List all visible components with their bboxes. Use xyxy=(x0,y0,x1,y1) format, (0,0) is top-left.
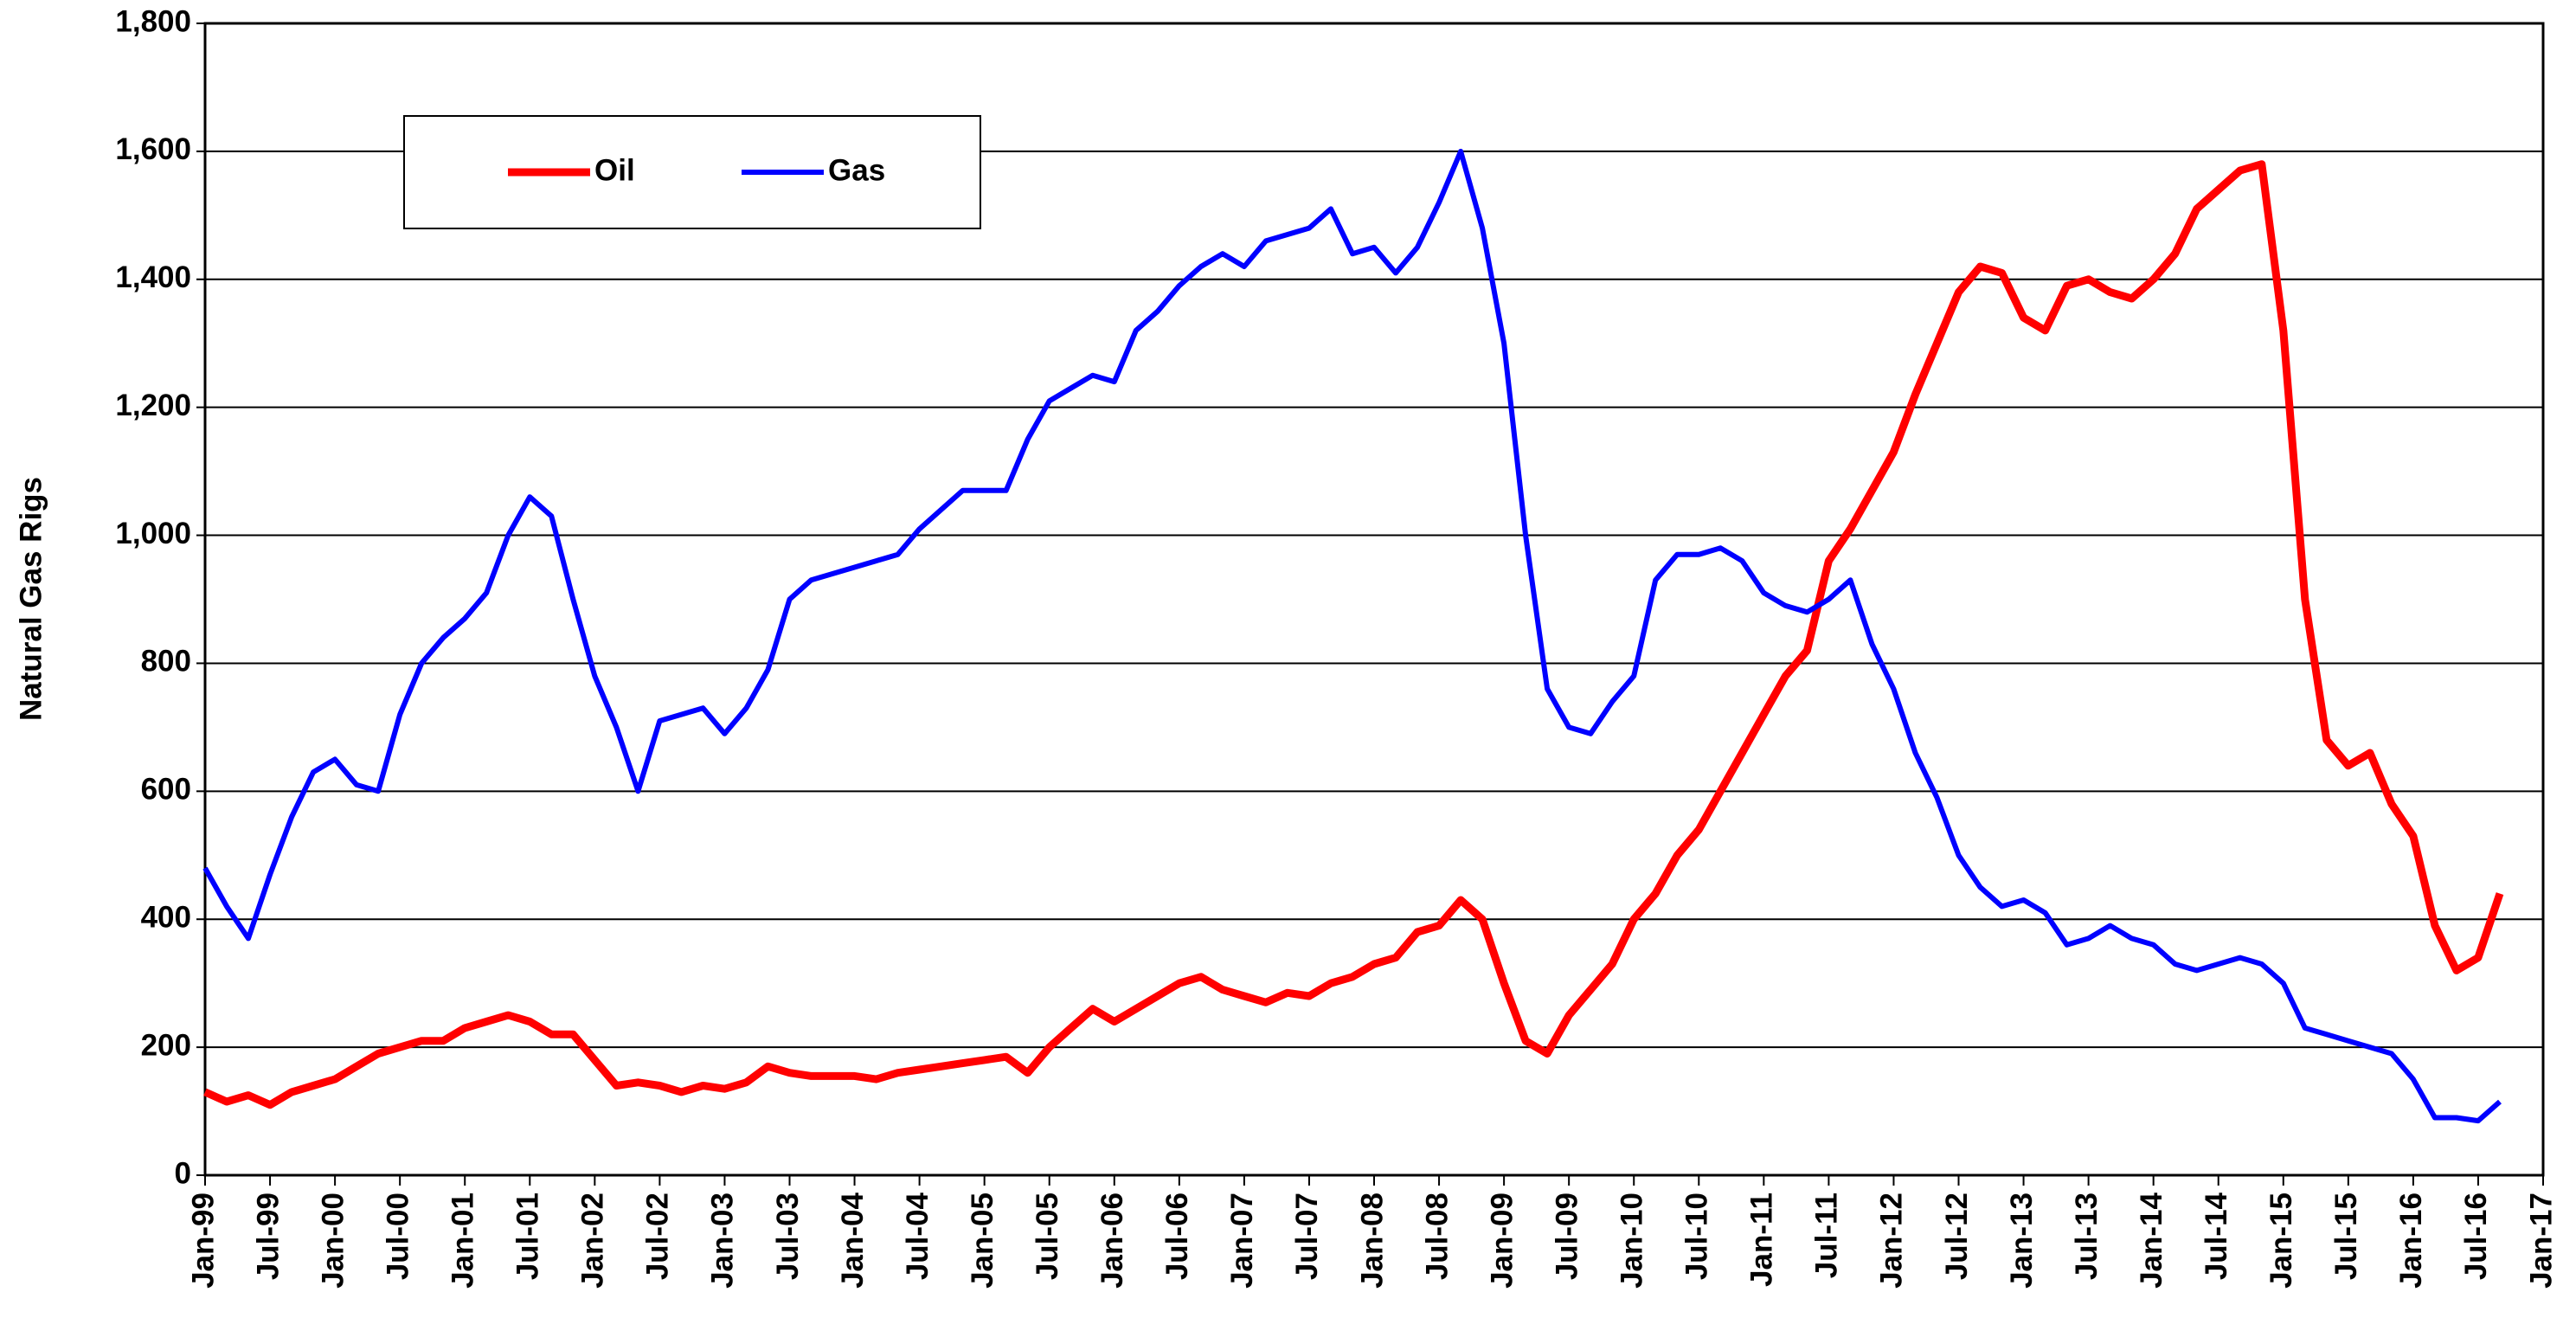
x-tick-label: Jul-13 xyxy=(2070,1193,2104,1280)
x-tick-label: Jan-08 xyxy=(1355,1193,1389,1289)
plot-frame xyxy=(203,22,2545,1177)
x-tick-label: Jan-03 xyxy=(706,1193,740,1289)
x-tick-label: Jul-12 xyxy=(1940,1193,1974,1280)
x-tick-label: Jan-10 xyxy=(1615,1193,1648,1289)
x-tick-label: Jan-05 xyxy=(966,1193,999,1289)
legend-label: Gas xyxy=(828,153,885,187)
x-tick-label: Jul-11 xyxy=(1810,1193,1844,1278)
y-tick-label: 1,600 xyxy=(115,132,191,166)
x-tick-label: Jul-08 xyxy=(1420,1193,1454,1280)
y-tick-label: 1,800 xyxy=(115,4,191,38)
x-tick-label: Jan-17 xyxy=(2524,1193,2558,1289)
x-tick-label: Jan-00 xyxy=(316,1193,350,1289)
x-tick-label: Jul-15 xyxy=(2329,1193,2363,1280)
y-tick-label: 0 xyxy=(175,1156,191,1190)
x-tick-label: Jan-16 xyxy=(2394,1193,2428,1289)
x-tick-label: Jul-14 xyxy=(2200,1192,2233,1280)
x-tick-label: Jan-12 xyxy=(1875,1193,1909,1289)
x-tick-label: Jul-09 xyxy=(1550,1193,1584,1280)
x-tick-label: Jan-02 xyxy=(576,1193,610,1289)
x-tick-label: Jul-02 xyxy=(641,1193,675,1280)
y-tick-label: 1,400 xyxy=(115,260,191,294)
x-tick-label: Jan-04 xyxy=(836,1192,870,1288)
x-tick-label: Jul-03 xyxy=(771,1193,805,1280)
x-tick-label: Jan-09 xyxy=(1485,1193,1519,1289)
series-line xyxy=(202,148,2502,1124)
x-tick-label: Jan-07 xyxy=(1225,1193,1259,1289)
x-tick-label: Jul-07 xyxy=(1290,1193,1324,1280)
legend-label: Oil xyxy=(594,153,635,187)
x-tick-label: Jan-15 xyxy=(2264,1193,2298,1289)
x-tick-label: Jul-06 xyxy=(1160,1193,1194,1280)
y-tick-label: 600 xyxy=(141,773,191,807)
legend-box xyxy=(403,115,981,229)
x-tick-label: Jan-11 xyxy=(1745,1193,1779,1287)
x-tick-label: Jan-01 xyxy=(446,1193,479,1289)
y-tick-label: 800 xyxy=(141,645,191,678)
y-tick-label: 1,200 xyxy=(115,389,191,422)
x-tick-label: Jul-05 xyxy=(1031,1193,1064,1280)
x-tick-label: Jan-13 xyxy=(2005,1193,2039,1289)
y-axis-label: Natural Gas Rigs xyxy=(14,477,48,721)
x-tick-label: Jan-99 xyxy=(186,1193,220,1289)
x-tick-label: Jan-06 xyxy=(1095,1193,1129,1289)
x-tick-label: Jan-14 xyxy=(2135,1192,2168,1288)
x-tick-label: Jul-04 xyxy=(901,1192,935,1280)
x-tick-label: Jul-01 xyxy=(511,1193,545,1280)
y-tick-label: 1,000 xyxy=(115,517,191,550)
x-tick-label: Jul-10 xyxy=(1680,1193,1714,1280)
x-tick-label: Jul-16 xyxy=(2459,1193,2493,1280)
x-tick-label: Jul-00 xyxy=(381,1193,414,1280)
y-tick-label: 400 xyxy=(141,900,191,934)
x-tick-label: Jul-99 xyxy=(251,1193,285,1280)
series-line xyxy=(203,160,2504,1109)
y-tick-label: 200 xyxy=(141,1028,191,1062)
